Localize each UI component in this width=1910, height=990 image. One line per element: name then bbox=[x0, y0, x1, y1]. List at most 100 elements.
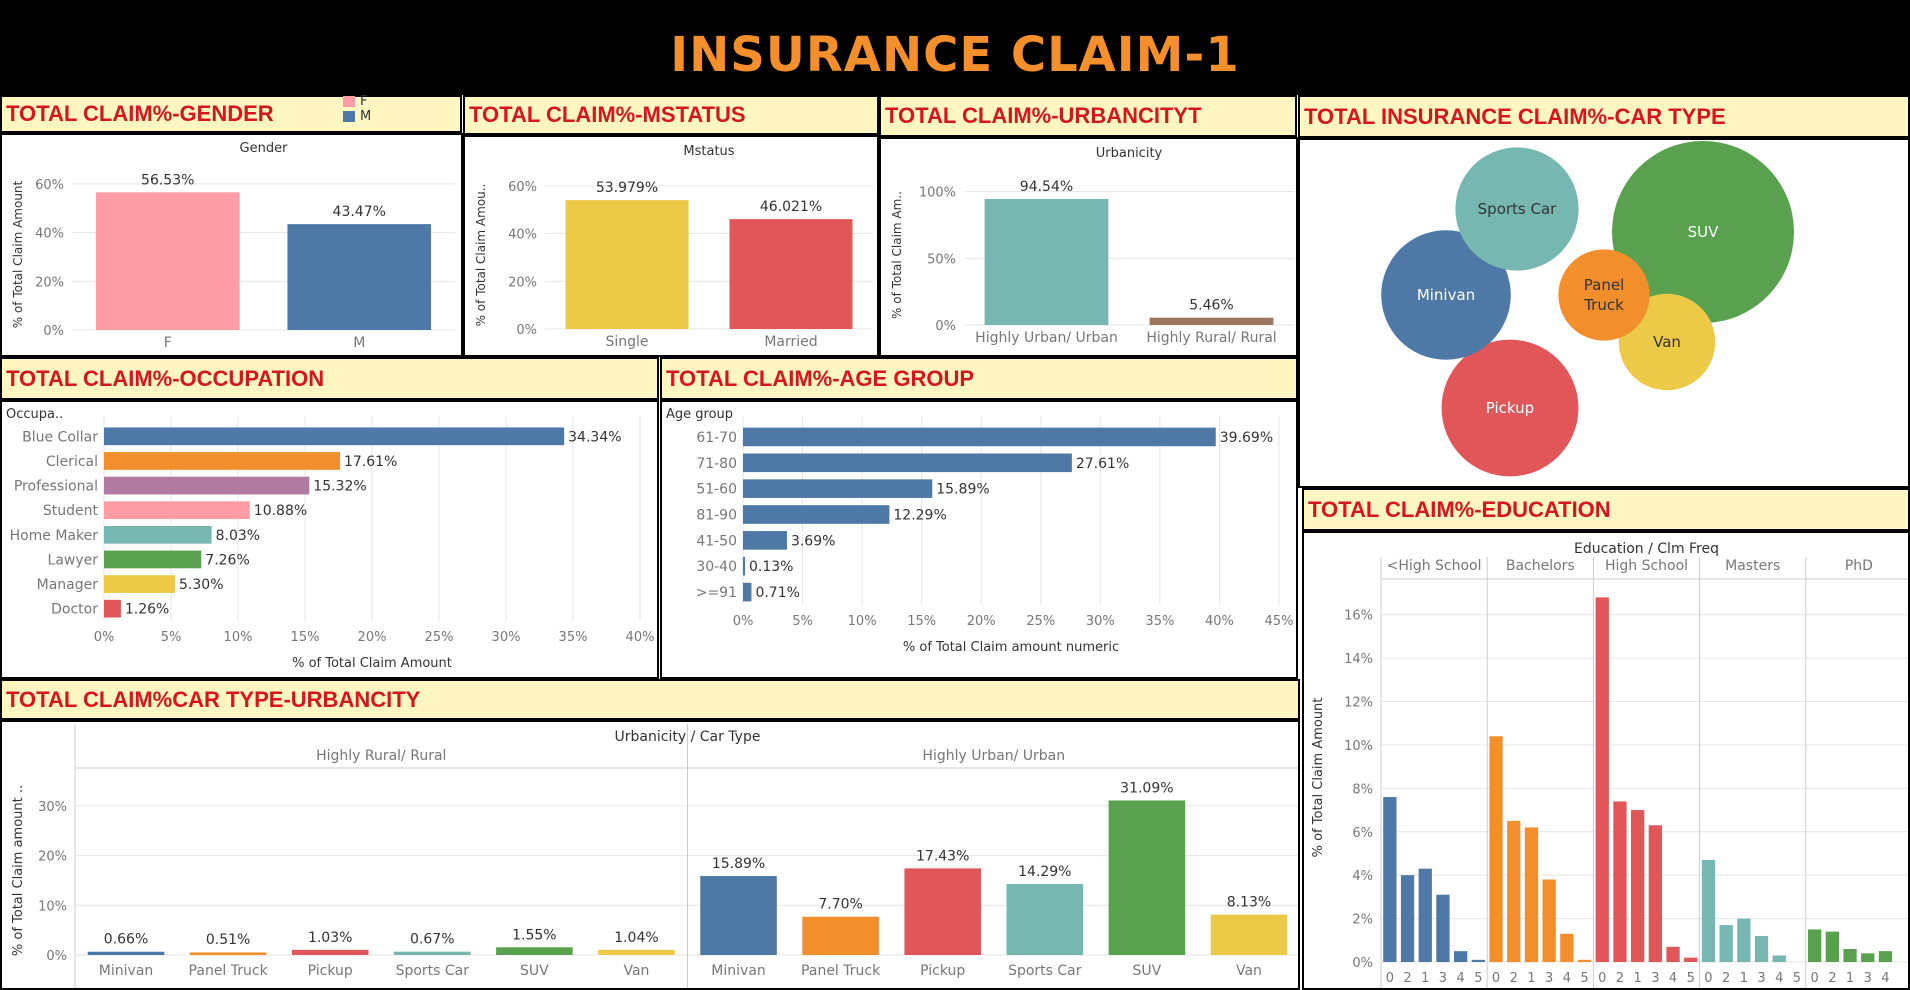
x-tick-label: 3 bbox=[1439, 971, 1447, 986]
y-tick-label: 14% bbox=[1344, 652, 1373, 667]
data-label: 15.32% bbox=[313, 479, 366, 495]
bar-blue-collar bbox=[104, 427, 565, 446]
chart-title: Urbanicity bbox=[1096, 146, 1163, 161]
group-header: PhD bbox=[1845, 558, 1873, 574]
data-label: 15.89% bbox=[936, 482, 989, 498]
x-tick-label: 1 bbox=[1740, 971, 1748, 986]
group-header: Bachelors bbox=[1506, 558, 1575, 574]
bar bbox=[394, 951, 471, 955]
bar bbox=[1400, 875, 1415, 962]
bar-f bbox=[95, 192, 240, 330]
x-tick-label: 40% bbox=[1205, 614, 1234, 629]
header-gender-label: TOTAL CLAIM%-GENDER bbox=[6, 101, 274, 126]
x-tick-label: Van bbox=[623, 963, 649, 979]
x-tick-label: 3 bbox=[1545, 971, 1553, 986]
bar bbox=[1489, 736, 1503, 962]
bar bbox=[1454, 951, 1468, 962]
bar-30-40 bbox=[743, 556, 745, 576]
x-tick-label: Single bbox=[605, 334, 648, 350]
bar bbox=[1577, 959, 1592, 962]
bar-professional bbox=[104, 476, 310, 495]
y-tick-label: 60% bbox=[508, 180, 537, 195]
bar bbox=[1006, 883, 1084, 955]
category-label: Manager bbox=[37, 577, 99, 593]
bubble-label: Panel bbox=[1584, 276, 1624, 294]
y-tick-label: 2% bbox=[1352, 913, 1373, 928]
bar bbox=[496, 947, 573, 955]
header-education: TOTAL CLAIM%-EDUCATION bbox=[1302, 488, 1910, 531]
x-tick-label: 40% bbox=[626, 630, 655, 645]
data-label: 8.03% bbox=[216, 528, 260, 544]
agegroup-chart: Age group 0% 5% 10% 15% 20% 25% 30% 35% 40% 45% % o… bbox=[666, 407, 1293, 655]
group-header: Highly Rural/ Rural bbox=[316, 748, 446, 764]
bubble-label: Minivan bbox=[1417, 286, 1475, 304]
x-tick-label: Panel Truck bbox=[801, 963, 881, 979]
panel-cartype: SUV Pickup Minivan Sports Car Van Panel Truck bbox=[1298, 138, 1910, 488]
y-tick-label: 6% bbox=[1352, 826, 1373, 841]
data-label: 1.55% bbox=[512, 927, 556, 943]
data-label: 12.29% bbox=[893, 508, 946, 524]
bubble-label: Van bbox=[1653, 333, 1681, 351]
bar bbox=[1613, 801, 1627, 962]
legend-item-f[interactable]: F bbox=[343, 94, 371, 109]
y-tick-label: 0% bbox=[46, 949, 67, 964]
bar bbox=[87, 951, 165, 955]
x-tick-label: Pickup bbox=[920, 963, 965, 979]
legend-item-m[interactable]: M bbox=[343, 109, 371, 124]
legend-swatch-m bbox=[343, 111, 355, 122]
header-urbancity: TOTAL CLAIM%-URBANCITYT bbox=[879, 95, 1297, 137]
header-urbancity-label: TOTAL CLAIM%-URBANCITYT bbox=[885, 103, 1202, 128]
data-label: 43.47% bbox=[333, 204, 386, 220]
category-label: 81-90 bbox=[696, 508, 737, 524]
gender-legend[interactable]: F M bbox=[343, 94, 371, 124]
bar-61-70 bbox=[743, 427, 1216, 447]
group-header: High School bbox=[1605, 558, 1688, 574]
y-tick-label: 50% bbox=[927, 252, 956, 267]
x-tick-label: 5% bbox=[792, 614, 813, 629]
data-label: 34.34% bbox=[568, 429, 621, 445]
x-tick-label: 2 bbox=[1828, 971, 1836, 986]
bar bbox=[1648, 825, 1662, 962]
header-cartype-label: TOTAL INSURANCE CLAIM%-CAR TYPE bbox=[1304, 103, 1726, 129]
bar-51-60 bbox=[743, 479, 933, 498]
x-tick-label: 2 bbox=[1403, 971, 1411, 986]
y-tick-label: 60% bbox=[35, 178, 64, 193]
bar bbox=[1666, 946, 1680, 962]
x-tick-label: 2 bbox=[1510, 971, 1518, 986]
data-label: 14.29% bbox=[1018, 864, 1071, 880]
x-tick-label: 2 bbox=[1722, 971, 1730, 986]
legend-label-f: F bbox=[360, 94, 368, 109]
bar-clerical bbox=[104, 452, 340, 470]
group-header: <High School bbox=[1387, 558, 1482, 574]
bubble-minivan bbox=[1381, 230, 1511, 360]
panel-cartype-urban: Urbanicity / Car Type 0% 10% 20% 30%% of Tot… bbox=[0, 720, 1300, 990]
category-label: Doctor bbox=[51, 602, 98, 618]
x-tick-label: 35% bbox=[1145, 614, 1174, 629]
x-axis-label: % of Total Claim Amount bbox=[292, 656, 452, 671]
data-label: 17.43% bbox=[916, 848, 969, 864]
x-tick-label: 5% bbox=[161, 630, 182, 645]
data-label: 1.04% bbox=[614, 930, 658, 946]
data-label: 94.54% bbox=[1020, 179, 1073, 195]
y-tick-label: 0% bbox=[1352, 956, 1373, 971]
bar bbox=[1825, 931, 1839, 962]
y-tick-label: 0% bbox=[935, 319, 956, 334]
data-label: 5.30% bbox=[179, 577, 223, 593]
x-tick-label: 5 bbox=[1793, 971, 1801, 986]
bubble-label: Truck bbox=[1583, 296, 1624, 314]
data-label: 0.71% bbox=[755, 585, 799, 601]
x-tick-label: SUV bbox=[520, 963, 549, 979]
bar bbox=[1754, 935, 1769, 962]
category-label: 51-60 bbox=[696, 482, 737, 498]
data-label: 5.46% bbox=[1189, 298, 1233, 314]
y-tick-label: 10% bbox=[1344, 739, 1373, 754]
header-education-label: TOTAL CLAIM%-EDUCATION bbox=[1308, 496, 1611, 522]
panel-occupation: Occupa.. 0% 5% 10% 15% 20% 25% 30% 35% 40% % of To… bbox=[0, 400, 659, 679]
x-tick-label: 0 bbox=[1811, 971, 1819, 986]
x-tick-label: 3 bbox=[1651, 971, 1659, 986]
y-tick-label: 40% bbox=[35, 227, 64, 242]
x-tick-label: Highly Rural/ Rural bbox=[1146, 330, 1276, 346]
x-tick-label: 3 bbox=[1864, 971, 1872, 986]
bar bbox=[1383, 797, 1397, 962]
legend-swatch-f bbox=[343, 96, 355, 107]
